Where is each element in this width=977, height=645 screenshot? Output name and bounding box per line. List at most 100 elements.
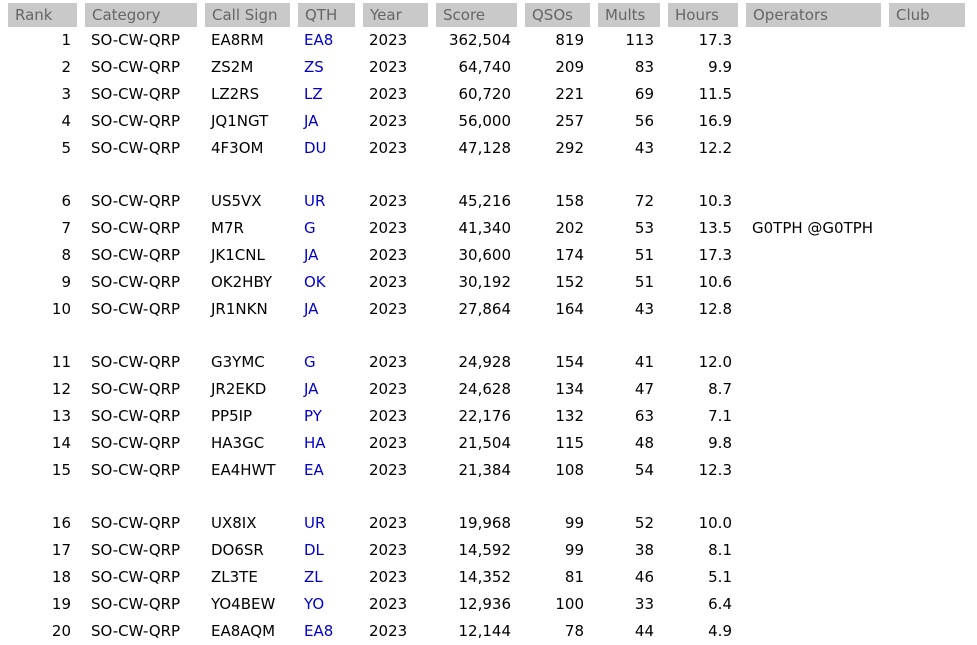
qth-link[interactable]: JA [304, 112, 319, 130]
group-spacer-row [8, 484, 965, 510]
qth-link[interactable]: HA [304, 434, 326, 452]
cell-hours: 12.3 [698, 461, 732, 479]
cell-year: 2023 [369, 192, 408, 210]
cell-club [889, 457, 965, 484]
cell-hours: 5.1 [708, 568, 732, 586]
cell-rank: 6 [61, 192, 71, 210]
cell-club [889, 108, 965, 135]
qth-link[interactable]: JA [304, 380, 319, 398]
cell-club [889, 135, 965, 162]
cell-operators [746, 54, 881, 81]
qth-link[interactable]: UR [304, 192, 326, 210]
cell-year: 2023 [369, 380, 408, 398]
cell-rank: 16 [51, 514, 71, 532]
cell-rank: 3 [61, 85, 71, 103]
qth-link[interactable]: EA8 [304, 31, 334, 49]
cell-rank: 17 [51, 541, 71, 559]
qth-link[interactable]: DU [304, 139, 327, 157]
qth-link[interactable]: PY [304, 407, 322, 425]
cell-qth: YO [298, 591, 355, 618]
table-row: 15 SO-CW-QRP EA4HWT EA 2023 21,384 108 54 12.3 [8, 457, 965, 484]
qth-link[interactable]: YO [304, 595, 325, 613]
cell-operators [746, 376, 881, 403]
qth-link[interactable]: JA [304, 300, 319, 318]
cell-hours: 10.0 [698, 514, 732, 532]
column-header-qth: QTH [298, 3, 355, 27]
cell-category: SO-CW-QRP [91, 85, 181, 103]
cell-qth: EA8 [298, 618, 355, 645]
cell-qsos: 209 [555, 58, 584, 76]
cell-hours: 17.3 [698, 31, 732, 49]
cell-qsos: 257 [555, 112, 584, 130]
table-row: 11 SO-CW-QRP G3YMC G 2023 24,928 154 41 12.0 [8, 349, 965, 376]
cell-rank: 10 [51, 300, 71, 318]
cell-operators [746, 537, 881, 564]
qth-link[interactable]: JA [304, 246, 319, 264]
cell-score: 41,340 [458, 219, 512, 237]
cell-club [889, 510, 965, 537]
table-row: 3 SO-CW-QRP LZ2RS LZ 2023 60,720 221 69 11.5 [8, 81, 965, 108]
cell-year: 2023 [369, 112, 408, 130]
cell-qth: JA [298, 376, 355, 403]
cell-score: 14,592 [458, 541, 512, 559]
qth-link[interactable]: EA8 [304, 622, 334, 640]
cell-year: 2023 [369, 434, 408, 452]
qth-link[interactable]: DL [304, 541, 324, 559]
cell-qth: JA [298, 108, 355, 135]
cell-operators [746, 81, 881, 108]
cell-year: 2023 [369, 353, 408, 371]
cell-club [889, 81, 965, 108]
cell-operators [746, 618, 881, 645]
qth-link[interactable]: ZS [304, 58, 324, 76]
cell-call_sign: OK2HBY [211, 273, 273, 291]
group-spacer-cell [8, 323, 965, 349]
results-table-header: Rank Category Call Sign QTH Year Score QSOs Mul… [8, 3, 965, 27]
cell-club [889, 591, 965, 618]
cell-rank: 15 [51, 461, 71, 479]
cell-operators [746, 564, 881, 591]
cell-rank: 13 [51, 407, 71, 425]
cell-qth: EA8 [298, 27, 355, 54]
contest-results-page: Rank Category Call Sign QTH Year Score QSOs Mul… [0, 3, 977, 645]
cell-operators [746, 349, 881, 376]
cell-mults: 43 [634, 300, 654, 318]
cell-mults: 48 [634, 434, 654, 452]
qth-link[interactable]: EA [304, 461, 324, 479]
qth-link[interactable]: G [304, 353, 316, 371]
cell-operators [746, 269, 881, 296]
cell-hours: 7.1 [708, 407, 732, 425]
cell-category: SO-CW-QRP [91, 407, 181, 425]
cell-mults: 54 [634, 461, 654, 479]
qth-link[interactable]: LZ [304, 85, 323, 103]
cell-category: SO-CW-QRP [91, 541, 181, 559]
cell-mults: 44 [634, 622, 654, 640]
cell-rank: 5 [61, 139, 71, 157]
cell-mults: 52 [634, 514, 654, 532]
qth-link[interactable]: ZL [304, 568, 323, 586]
cell-hours: 17.3 [698, 246, 732, 264]
results-table: Rank Category Call Sign QTH Year Score QSOs Mul… [0, 3, 973, 645]
qth-link[interactable]: UR [304, 514, 326, 532]
cell-club [889, 188, 965, 215]
cell-club [889, 564, 965, 591]
cell-year: 2023 [369, 139, 408, 157]
cell-call_sign: ZS2M [211, 58, 254, 76]
cell-mults: 51 [634, 273, 654, 291]
cell-club [889, 215, 965, 242]
cell-year: 2023 [369, 622, 408, 640]
cell-mults: 51 [634, 246, 654, 264]
cell-hours: 10.3 [698, 192, 732, 210]
cell-score: 12,144 [458, 622, 512, 640]
cell-category: SO-CW-QRP [91, 139, 181, 157]
cell-category: SO-CW-QRP [91, 353, 181, 371]
qth-link[interactable]: G [304, 219, 316, 237]
qth-link[interactable]: OK [304, 273, 326, 291]
cell-operators [746, 135, 881, 162]
cell-qth: HA [298, 430, 355, 457]
cell-rank: 11 [51, 353, 71, 371]
cell-hours: 9.8 [708, 434, 732, 452]
cell-rank: 4 [61, 112, 71, 130]
cell-operators [746, 108, 881, 135]
cell-category: SO-CW-QRP [91, 192, 181, 210]
cell-qth: G [298, 215, 355, 242]
